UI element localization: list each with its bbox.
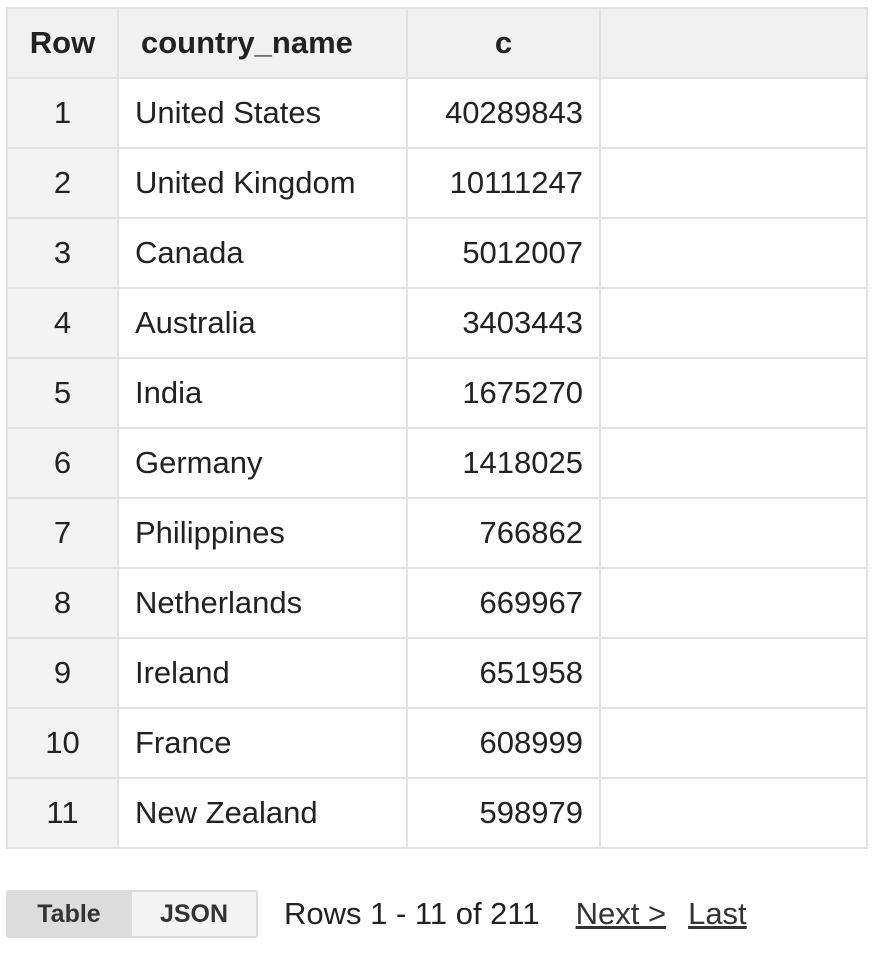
empty-cell (599, 217, 868, 289)
row-number-cell: 1 (6, 77, 119, 149)
row-number-cell: 9 (6, 637, 119, 709)
table-row: 6 Germany 1418025 (6, 427, 868, 499)
country-name-cell: Philippines (117, 497, 408, 569)
row-number-cell: 11 (6, 777, 119, 849)
row-number-cell: 10 (6, 707, 119, 779)
results-table: Row country_name c 1 United States 40289… (6, 7, 868, 849)
count-cell: 5012007 (406, 217, 601, 289)
empty-cell (599, 77, 868, 149)
row-number-cell: 4 (6, 287, 119, 359)
count-cell: 669967 (406, 567, 601, 639)
count-cell: 598979 (406, 777, 601, 849)
table-row: 4 Australia 3403443 (6, 287, 868, 359)
table-row: 8 Netherlands 669967 (6, 567, 868, 639)
column-header-c: c (406, 7, 601, 79)
empty-cell (599, 427, 868, 499)
row-number-cell: 3 (6, 217, 119, 289)
tab-json[interactable]: JSON (130, 892, 256, 936)
table-row: 9 Ireland 651958 (6, 637, 868, 709)
column-header-country-name: country_name (117, 7, 408, 79)
count-cell: 1675270 (406, 357, 601, 429)
count-cell: 608999 (406, 707, 601, 779)
count-cell: 1418025 (406, 427, 601, 499)
country-name-cell: India (117, 357, 408, 429)
row-number-cell: 5 (6, 357, 119, 429)
table-row: 2 United Kingdom 10111247 (6, 147, 868, 219)
row-number-cell: 2 (6, 147, 119, 219)
table-row: 11 New Zealand 598979 (6, 777, 868, 849)
view-mode-tabs: Table JSON (6, 890, 258, 938)
table-row: 5 India 1675270 (6, 357, 868, 429)
table-body: 1 United States 40289843 2 United Kingdo… (6, 77, 868, 849)
next-page-link[interactable]: Next > (575, 896, 667, 931)
empty-cell (599, 357, 868, 429)
tab-table[interactable]: Table (8, 892, 130, 936)
table-row: 10 France 608999 (6, 707, 868, 779)
country-name-cell: New Zealand (117, 777, 408, 849)
empty-cell (599, 567, 868, 639)
country-name-cell: United Kingdom (117, 147, 408, 219)
column-header-row: Row (6, 7, 119, 79)
empty-cell (599, 497, 868, 569)
table-row: 3 Canada 5012007 (6, 217, 868, 289)
country-name-cell: Australia (117, 287, 408, 359)
count-cell: 10111247 (406, 147, 601, 219)
row-number-cell: 8 (6, 567, 119, 639)
country-name-cell: Ireland (117, 637, 408, 709)
results-footer: Table JSON Rows 1 - 11 of 211 Next > Las… (6, 886, 747, 942)
country-name-cell: France (117, 707, 408, 779)
rows-count-text: Rows 1 - 11 of 211 (284, 896, 540, 931)
empty-cell (599, 287, 868, 359)
table-row: 1 United States 40289843 (6, 77, 868, 149)
empty-cell (599, 707, 868, 779)
count-cell: 651958 (406, 637, 601, 709)
country-name-cell: Canada (117, 217, 408, 289)
empty-cell (599, 777, 868, 849)
country-name-cell: United States (117, 77, 408, 149)
country-name-cell: Netherlands (117, 567, 408, 639)
empty-cell (599, 637, 868, 709)
empty-cell (599, 147, 868, 219)
count-cell: 3403443 (406, 287, 601, 359)
last-page-link[interactable]: Last (688, 896, 747, 931)
row-number-cell: 6 (6, 427, 119, 499)
table-row: 7 Philippines 766862 (6, 497, 868, 569)
row-number-cell: 7 (6, 497, 119, 569)
country-name-cell: Germany (117, 427, 408, 499)
count-cell: 40289843 (406, 77, 601, 149)
column-header-empty (599, 7, 868, 79)
table-header-row: Row country_name c (6, 7, 868, 79)
count-cell: 766862 (406, 497, 601, 569)
